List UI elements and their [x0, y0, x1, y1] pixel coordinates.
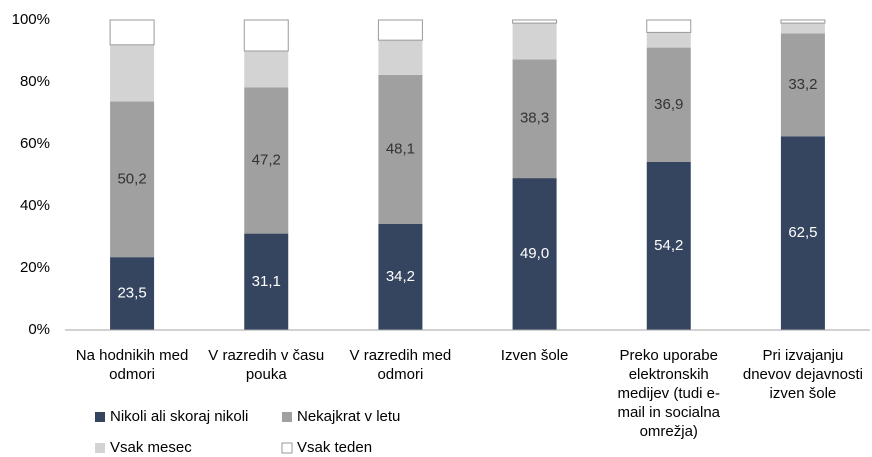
bar-segment — [646, 32, 691, 48]
bar-segment — [110, 44, 155, 102]
x-tick-label: V razredih med odmori — [349, 347, 452, 383]
data-label: 36,9 — [654, 96, 683, 113]
bar-segment — [110, 101, 155, 258]
legend-label: Nikoli ali skoraj nikoli — [110, 408, 248, 425]
y-tick-label: 40% — [20, 197, 50, 214]
bar-segment — [378, 74, 423, 224]
data-label: 49,0 — [520, 245, 549, 262]
y-tick-label: 0% — [28, 321, 50, 338]
bar-segment — [243, 19, 289, 52]
data-label: 54,2 — [654, 237, 683, 254]
bar-segment — [512, 178, 557, 330]
bar-segment — [512, 59, 557, 179]
x-tick-label: Preko uporabe elektronskih medijev (tudi… — [617, 347, 721, 440]
data-label: 50,2 — [117, 170, 146, 187]
data-label: 47,2 — [252, 151, 281, 168]
data-label: 33,2 — [788, 76, 817, 93]
bar-segment — [780, 33, 825, 137]
legend-swatch — [282, 412, 292, 422]
y-tick-label: 20% — [20, 259, 50, 276]
bar-segment — [646, 161, 691, 330]
bar-segment — [780, 23, 825, 34]
bar-segment — [110, 257, 155, 330]
y-tick-label: 60% — [20, 135, 50, 152]
data-label: 48,1 — [386, 140, 415, 157]
bar-segment — [378, 223, 423, 330]
data-label: 38,3 — [520, 110, 549, 127]
legend-label: Vsak mesec — [110, 439, 192, 456]
x-tick-label: Izven šole — [500, 347, 569, 364]
x-tick-label: Na hodnikih med odmori — [75, 347, 189, 383]
legend-swatch — [95, 412, 105, 422]
bar-segment — [244, 51, 289, 88]
legend-label: Nekajkrat v letu — [297, 408, 400, 425]
bar-segment — [512, 19, 558, 24]
x-tick-label: V razredih v času pouka — [208, 347, 325, 383]
bar-segment — [780, 19, 826, 24]
data-label: 62,5 — [788, 224, 817, 241]
bar-segment — [646, 47, 691, 162]
bar-segment — [512, 23, 557, 60]
y-tick-label: 80% — [20, 73, 50, 90]
bar-segment — [378, 40, 423, 75]
legend-label: Vsak teden — [297, 439, 372, 456]
bar-segment — [109, 19, 155, 46]
legend-swatch — [95, 443, 105, 453]
bar-segment — [244, 87, 289, 234]
x-tick-label: Pri izvajanju dnevov dejavnosti izven šo… — [742, 347, 863, 402]
bar-segment — [780, 136, 825, 330]
data-label: 31,1 — [252, 273, 281, 290]
bar-segment — [377, 19, 423, 41]
bar-segment — [244, 233, 289, 330]
legend-swatch — [281, 442, 293, 454]
data-label: 34,2 — [386, 268, 415, 285]
bar-segment — [646, 19, 692, 33]
data-label: 23,5 — [117, 285, 146, 302]
y-tick-label: 100% — [12, 11, 50, 28]
